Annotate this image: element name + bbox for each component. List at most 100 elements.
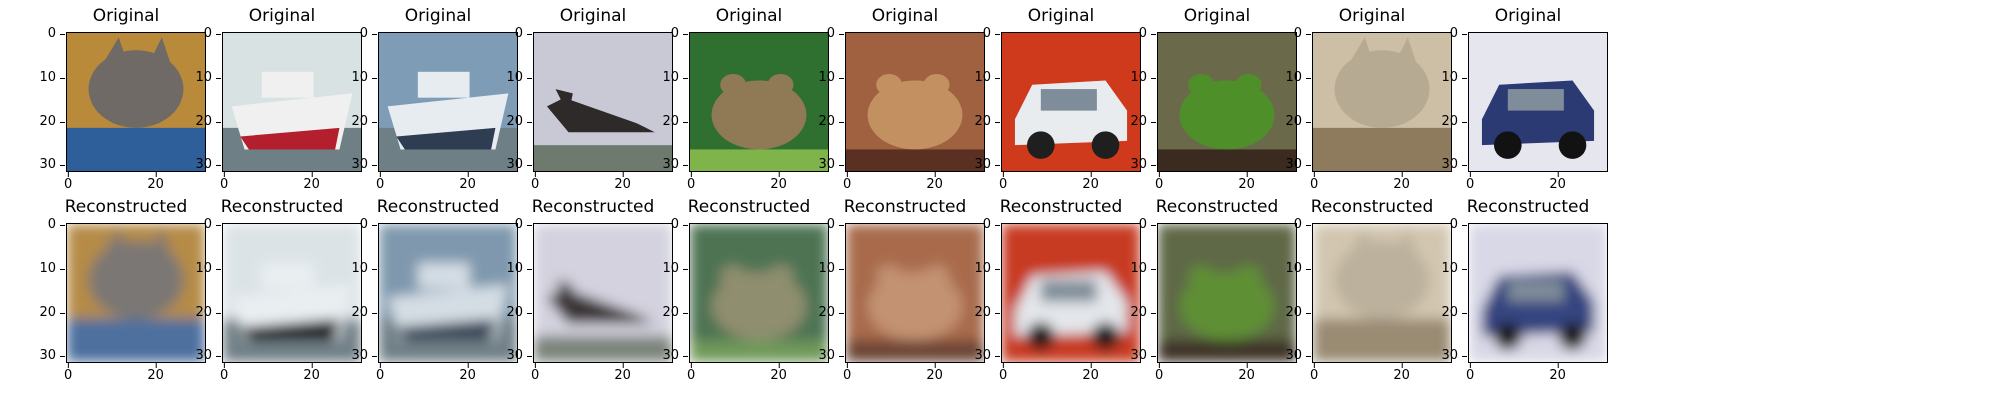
reconstructed-ship-image: [223, 224, 361, 362]
original-automobile-image: [1002, 33, 1140, 171]
image-axes: [1001, 32, 1141, 172]
y-tick-label: 30: [662, 157, 688, 173]
y-tick-label: 0: [1293, 217, 1312, 233]
y-tick-label: 10: [974, 69, 1000, 85]
image-axes: [533, 32, 673, 172]
y-tick-label: 10: [1285, 69, 1311, 85]
x-tick-label: 0: [999, 172, 1008, 192]
y-tick-label: 10: [818, 69, 844, 85]
y-tick-label: 10: [195, 260, 221, 276]
original-cat-image: [67, 33, 205, 171]
x-tick-label: 20: [1238, 363, 1255, 383]
original-panel: Original 0 10 20 30 0 20: [1260, 6, 1452, 192]
y-tick-label: 0: [514, 217, 533, 233]
reconstructed-panel: Reconstructed 0 10 20 30 0 20: [793, 197, 985, 383]
panel-title: Reconstructed: [843, 197, 967, 217]
y-tick-label: 20: [1441, 304, 1467, 320]
y-tick-label: 0: [826, 26, 845, 42]
y-tick-label: 30: [351, 157, 377, 173]
x-tick-label: 0: [1310, 172, 1319, 192]
original-ship-image: [223, 33, 361, 171]
y-tick-label: 10: [662, 260, 688, 276]
panel-title: Original: [1183, 6, 1251, 26]
panel-title: Reconstructed: [999, 197, 1123, 217]
panel-title: Reconstructed: [1155, 197, 1279, 217]
reconstructed-cat-image: [1313, 224, 1451, 362]
y-tick-label: 10: [39, 260, 65, 276]
y-tick-label: 0: [982, 26, 1001, 42]
reconstructed-panel: Reconstructed 0 10 20 30 0 20: [481, 197, 673, 383]
x-tick-label: 20: [770, 172, 787, 192]
reconstructed-airplane-image: [534, 224, 672, 362]
image-axes: [533, 223, 673, 363]
y-tick-label: 30: [506, 348, 532, 364]
reconstructed-ship-image: [379, 224, 517, 362]
y-tick-label: 20: [974, 113, 1000, 129]
x-tick-label: 0: [376, 363, 385, 383]
y-tick-label: 0: [826, 217, 845, 233]
image-axes: [689, 223, 829, 363]
reconstructed-automobile-image: [1002, 224, 1140, 362]
y-tick-label: 30: [1285, 157, 1311, 173]
y-tick-label: 20: [1130, 113, 1156, 129]
y-tick-label: 10: [506, 260, 532, 276]
y-tick-label: 30: [1441, 348, 1467, 364]
x-tick-label: 0: [64, 172, 73, 192]
panel-title: Reconstructed: [220, 197, 344, 217]
panel-title: Original: [1027, 6, 1095, 26]
x-tick-label: 0: [531, 172, 540, 192]
y-tick-label: 0: [514, 26, 533, 42]
y-tick-label: 20: [662, 113, 688, 129]
x-tick-label: 20: [614, 363, 631, 383]
x-tick-label: 0: [1466, 363, 1475, 383]
reconstructed-panel: Reconstructed 0 10 20 30 0 20: [949, 197, 1141, 383]
y-tick-label: 10: [974, 260, 1000, 276]
y-tick-label: 20: [1285, 113, 1311, 129]
y-tick-label: 20: [39, 113, 65, 129]
original-frog-image: [1158, 33, 1296, 171]
original-panel: Original 0 10 20 30 0 20: [326, 6, 518, 192]
y-tick-label: 0: [359, 26, 378, 42]
original-panel: Original 0 10 20 30 0 20: [949, 6, 1141, 192]
y-tick-label: 20: [39, 304, 65, 320]
y-tick-label: 0: [670, 26, 689, 42]
image-axes: [1468, 223, 1608, 363]
x-tick-label: 20: [303, 172, 320, 192]
x-tick-label: 20: [614, 172, 631, 192]
y-tick-label: 20: [506, 113, 532, 129]
y-tick-label: 10: [39, 69, 65, 85]
y-tick-label: 30: [818, 157, 844, 173]
x-tick-label: 20: [1082, 363, 1099, 383]
reconstructed-frog-image: [690, 224, 828, 362]
image-axes: [378, 223, 518, 363]
panel-title: Original: [1338, 6, 1406, 26]
x-tick-label: 20: [303, 363, 320, 383]
y-tick-label: 30: [1285, 348, 1311, 364]
panel-title: Original: [404, 6, 472, 26]
image-axes: [1157, 32, 1297, 172]
original-panel: Original 0 10 20 30 0 20: [793, 6, 985, 192]
y-tick-label: 10: [1285, 260, 1311, 276]
y-tick-label: 0: [1293, 26, 1312, 42]
y-tick-label: 30: [39, 348, 65, 364]
x-tick-label: 20: [147, 172, 164, 192]
image-axes: [845, 223, 985, 363]
x-tick-label: 0: [999, 363, 1008, 383]
image-axes: [1157, 223, 1297, 363]
panel-title: Original: [715, 6, 783, 26]
reconstructed-automobile-image: [1469, 224, 1607, 362]
x-tick-label: 0: [531, 363, 540, 383]
y-tick-label: 10: [818, 260, 844, 276]
y-tick-label: 30: [506, 157, 532, 173]
reconstructed-panel: Reconstructed 0 10 20 30 0 20: [170, 197, 362, 383]
image-axes: [66, 32, 206, 172]
image-axes: [1312, 32, 1452, 172]
x-tick-label: 20: [1549, 172, 1566, 192]
panel-title: Original: [1494, 6, 1562, 26]
original-panel: Original 0 10 20 30 0 20: [1105, 6, 1297, 192]
y-tick-label: 10: [1130, 69, 1156, 85]
original-airplane-image: [534, 33, 672, 171]
original-ship-image: [379, 33, 517, 171]
image-axes: [1468, 32, 1608, 172]
panel-title: Reconstructed: [1466, 197, 1590, 217]
